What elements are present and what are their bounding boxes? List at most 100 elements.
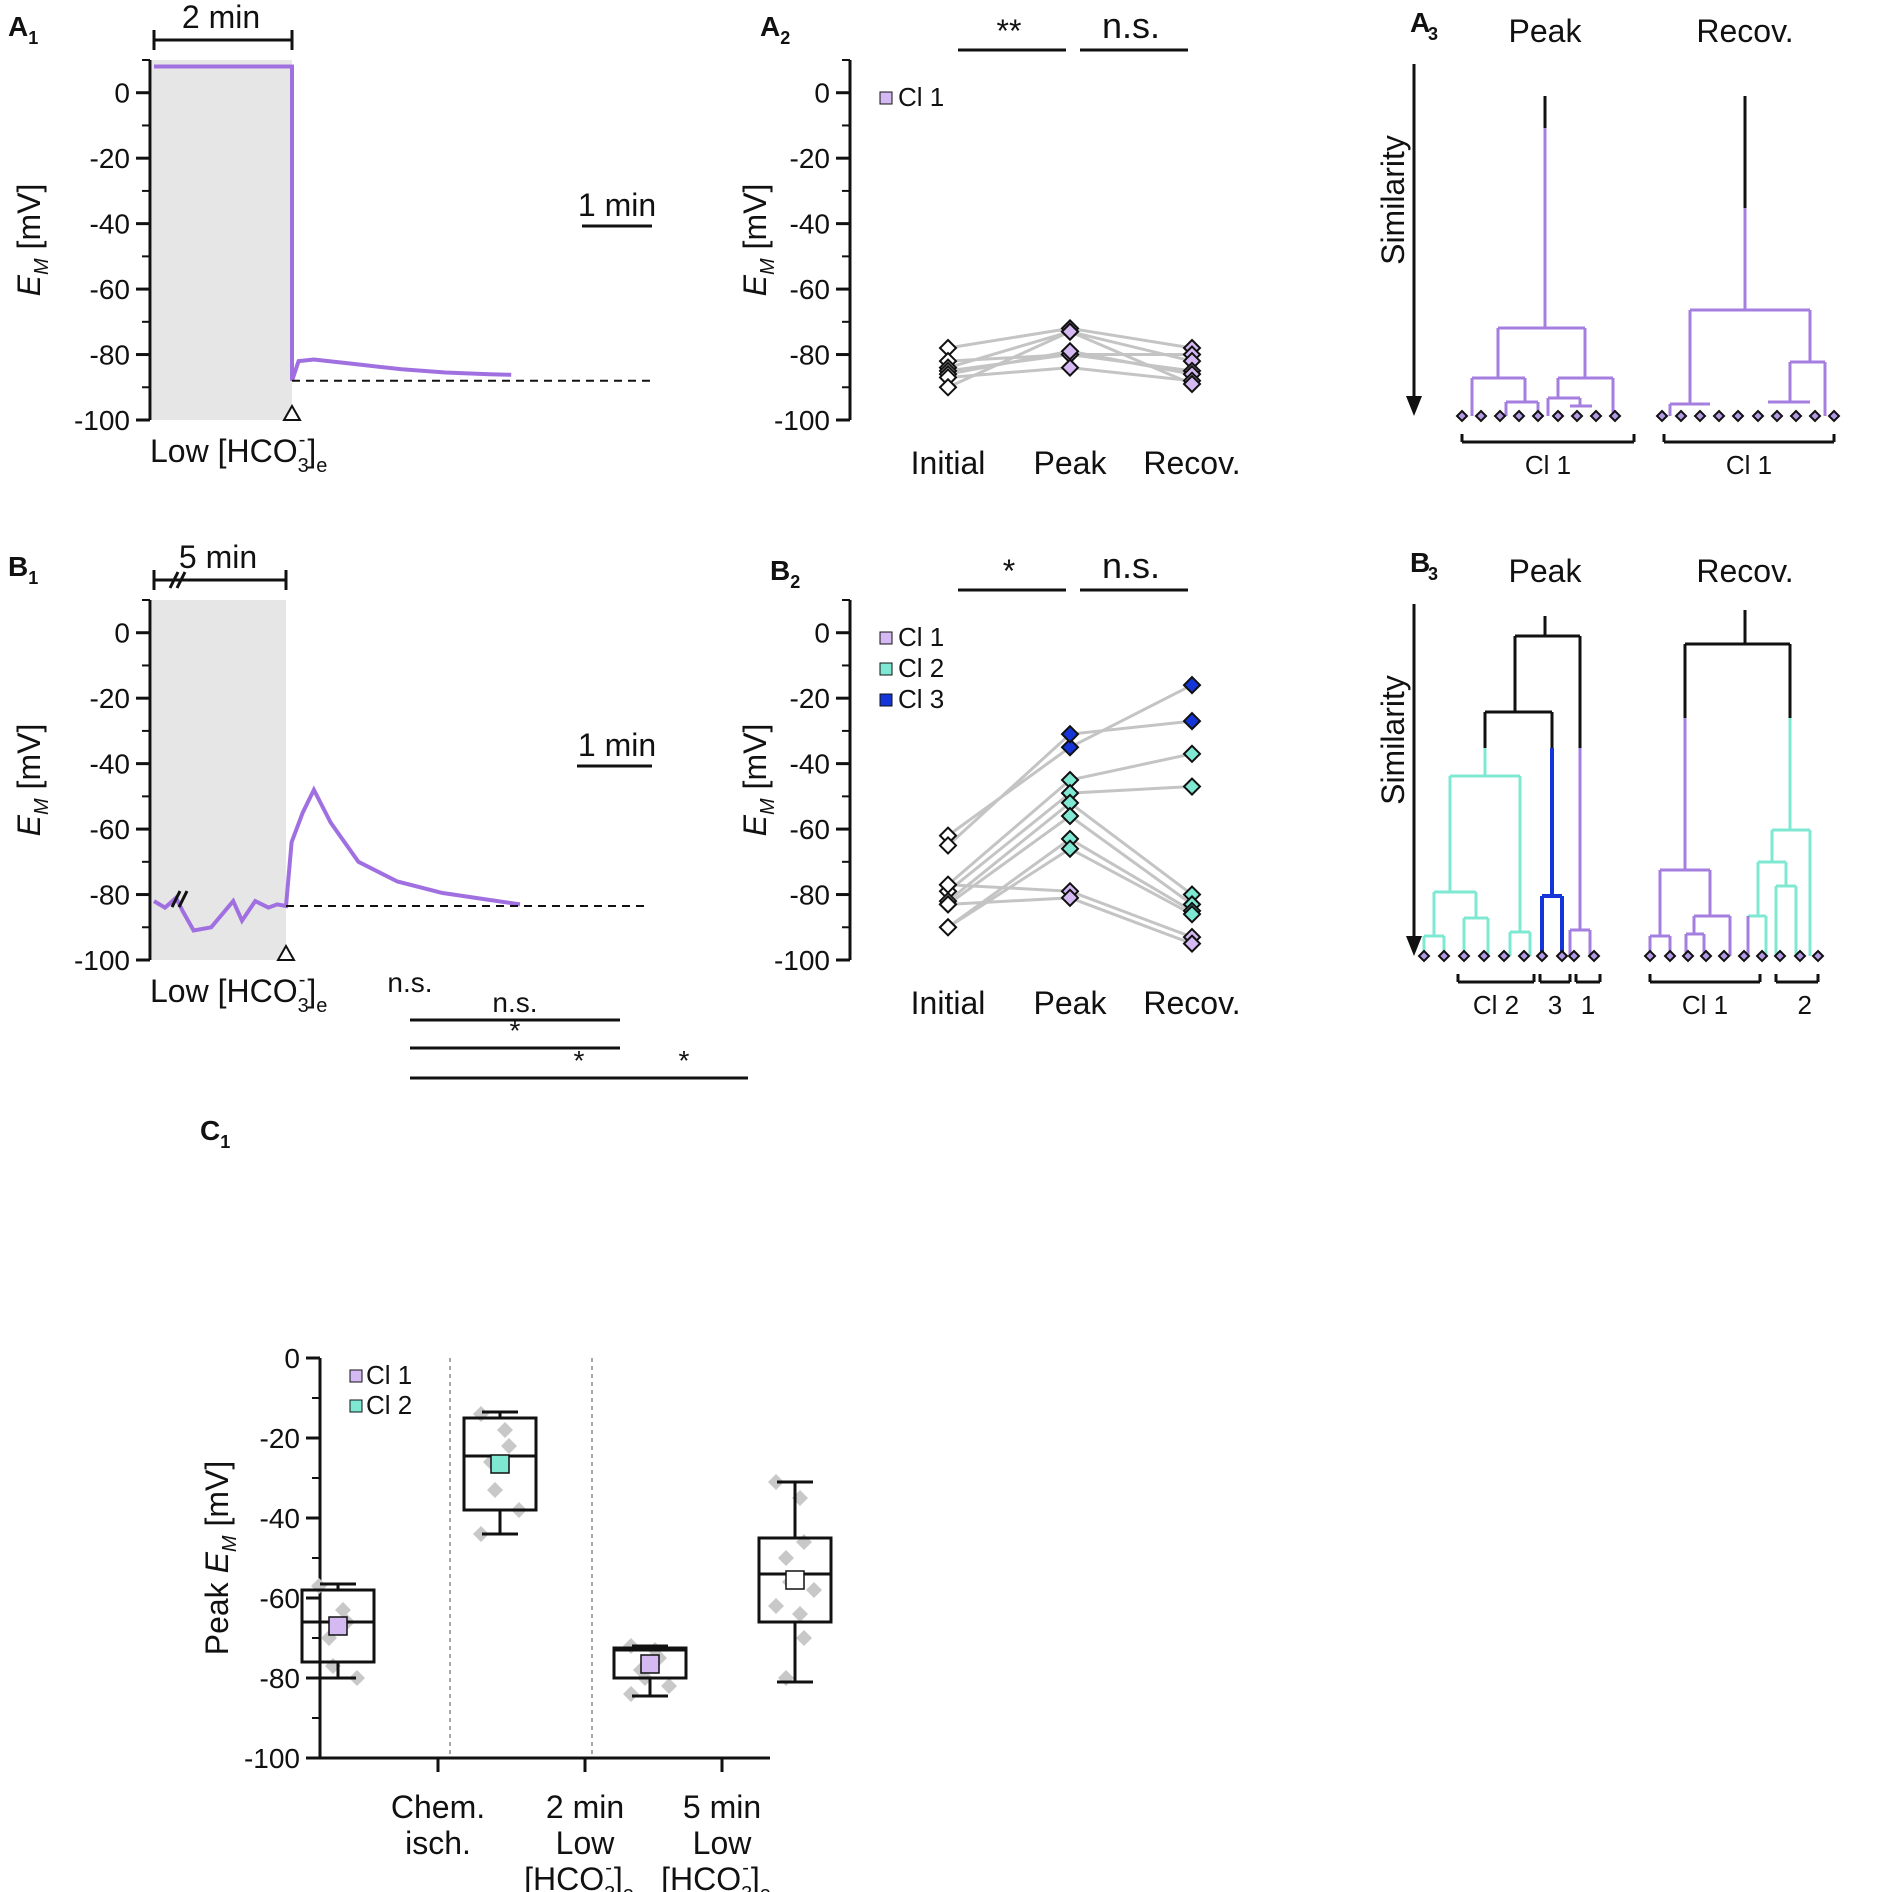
B2-category-label: Peak xyxy=(1034,985,1108,1021)
B1-scalebar-label: 1 min xyxy=(578,727,656,763)
A3-leaf xyxy=(1827,409,1841,423)
B3-similarity-text: Similarity xyxy=(1375,675,1411,805)
ylabel-m: M xyxy=(31,798,53,815)
A2-sig-label: ** xyxy=(997,13,1022,49)
A3-leaf xyxy=(1655,409,1669,423)
C1-category-label: isch. xyxy=(405,1825,471,1861)
category-sub2: e xyxy=(623,1883,634,1892)
B2-sig-label: n.s. xyxy=(1102,545,1160,586)
C1-sig-label: * xyxy=(510,1015,521,1046)
category-hco: [HCO xyxy=(524,1861,604,1892)
A2-tick-label: -60 xyxy=(790,274,830,305)
C1-legend-swatch xyxy=(349,1399,363,1413)
B1-tick-label: 0 xyxy=(114,618,130,649)
C1-tick-label: -100 xyxy=(244,1743,300,1774)
B3-leaf xyxy=(1517,949,1531,963)
B2-ylabel: EM [mV] xyxy=(737,724,779,837)
B2-tick-label: 0 xyxy=(814,618,830,649)
B2-tick-label: -20 xyxy=(790,683,830,714)
A1-trace xyxy=(154,64,512,382)
A3-leaf xyxy=(1608,409,1622,423)
B2-legend-label: Cl 1 xyxy=(898,622,944,652)
ylabel-unit: [mV] xyxy=(737,184,773,259)
C1-category-label: [HCO3 -]e xyxy=(661,1857,771,1892)
category-sup: - xyxy=(742,1857,749,1879)
panel-subscript: 1 xyxy=(28,568,38,588)
A2-tick-label: -80 xyxy=(790,340,830,371)
A1-tick-label: -60 xyxy=(90,274,130,305)
A3-leaf xyxy=(1493,409,1507,423)
B3-leaf xyxy=(1587,949,1601,963)
C1-mean-marker xyxy=(785,1570,805,1590)
condition-bracket: ] xyxy=(307,973,316,1009)
A2-point xyxy=(1182,374,1202,394)
ylabel-em: E xyxy=(737,274,773,296)
B1-duration-label: 5 min xyxy=(179,539,257,575)
B2-point xyxy=(938,917,958,937)
A2-label: A2 xyxy=(760,11,790,48)
A2-legend-swatch xyxy=(879,91,893,105)
ylabel-em: E xyxy=(11,274,47,296)
C1-data-point xyxy=(778,1670,794,1686)
A2-category-label: Recov. xyxy=(1143,445,1240,481)
B1-tick-label: -20 xyxy=(90,683,130,714)
B2-point xyxy=(1060,888,1080,908)
condition-sup: - xyxy=(299,969,306,991)
A3-leaf xyxy=(1531,409,1545,423)
C1-category-label: Chem. xyxy=(391,1789,485,1825)
category-sub: 3 xyxy=(604,1883,615,1892)
C1-category-label: 2 min xyxy=(546,1789,624,1825)
panel-letter: C xyxy=(200,1115,220,1146)
panel-subscript: 2 xyxy=(780,28,790,48)
B3-similarity-label: Similarity xyxy=(1375,675,1411,805)
ylabel-em: E xyxy=(11,814,47,836)
B3-leaf xyxy=(1811,949,1825,963)
A1-tick-label: -100 xyxy=(74,405,130,436)
ylabel-unit: [mV] xyxy=(737,724,773,799)
B1-tick-label: -80 xyxy=(90,880,130,911)
B1-label: B1 xyxy=(8,551,38,588)
B2-legend-label: Cl 3 xyxy=(898,684,944,714)
A3-leaf xyxy=(1474,409,1488,423)
A3-leaf xyxy=(1712,409,1726,423)
A2-tick-label: -20 xyxy=(790,143,830,174)
C1-data-point xyxy=(806,1582,822,1598)
B3-arrow-head xyxy=(1406,936,1422,956)
C1-data-point xyxy=(792,1606,808,1622)
C1-tick-label: -60 xyxy=(260,1583,300,1614)
ylabel-m: M xyxy=(757,798,779,815)
panel-subscript: 1 xyxy=(220,1132,230,1152)
B2-category-label: Initial xyxy=(911,985,986,1021)
B2-legend-label: Cl 2 xyxy=(898,653,944,683)
A3-leaf xyxy=(1693,409,1707,423)
C1-data-point xyxy=(796,1534,812,1550)
B3-leaf xyxy=(1457,949,1471,963)
B3-leaf xyxy=(1417,949,1431,963)
A1-label: A1 xyxy=(8,11,38,48)
A3-title-recov: Recov. xyxy=(1696,13,1793,49)
C1-data-point xyxy=(473,1406,489,1422)
B3-title-recov: Recov. xyxy=(1696,553,1793,589)
C1-data-point xyxy=(311,1578,327,1594)
C1-tick-label: -40 xyxy=(260,1503,300,1534)
C1-data-point xyxy=(473,1526,489,1542)
B2-point xyxy=(1060,806,1080,826)
A3-leaf xyxy=(1731,409,1745,423)
B1-trace-break xyxy=(177,890,189,908)
B1-tick-label: -60 xyxy=(90,814,130,845)
B2-label: B2 xyxy=(770,555,800,592)
C1-data-point xyxy=(487,1482,503,1498)
category-hco: [HCO xyxy=(661,1861,741,1892)
A2-point xyxy=(1060,322,1080,342)
B2-sig-label: * xyxy=(1003,553,1015,589)
category-sup: - xyxy=(605,1857,612,1879)
C1-data-point xyxy=(497,1422,513,1438)
A3-title-peak: Peak xyxy=(1509,13,1583,49)
C1-box xyxy=(757,1536,833,1624)
C1-mean-marker xyxy=(490,1454,510,1474)
B2-legend-swatch xyxy=(879,631,893,645)
C1-box xyxy=(462,1416,538,1512)
B3-recov-group-cl2-label: 2 xyxy=(1798,990,1812,1020)
ylabel-em: E xyxy=(737,814,773,836)
